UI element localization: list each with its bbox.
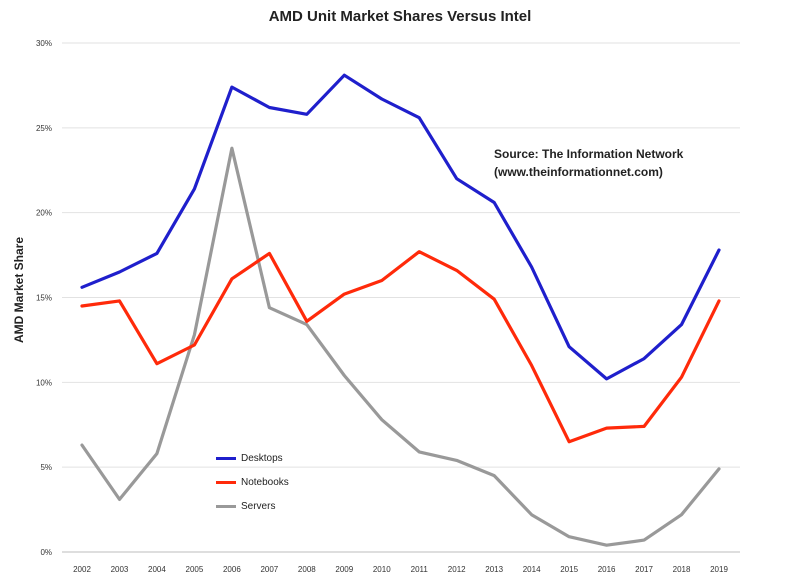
x-tick-label: 2002	[73, 565, 91, 574]
x-tick-labels: 2002 2003 2004 2005 2006 2007 2008 2009 2010 2011…	[73, 565, 728, 574]
y-tick-label: 30%	[36, 39, 52, 48]
y-tick-label: 15%	[36, 294, 52, 303]
x-tick-label: 2019	[710, 565, 728, 574]
series-lines	[80, 73, 721, 547]
y-tick-label: 0%	[40, 548, 52, 557]
chart-title: AMD Unit Market Shares Versus Intel	[268, 8, 532, 25]
x-tick-label: 2018	[673, 565, 691, 574]
y-tick-label: 25%	[36, 124, 52, 133]
x-tick-label: 2016	[598, 565, 616, 574]
x-tick-label: 2009	[335, 565, 353, 574]
gridlines	[62, 42, 740, 553]
x-tick-label: 2004	[148, 565, 166, 574]
source-line-2: (www.theinformationnet.com)	[494, 165, 663, 179]
legend: Desktops Notebooks Servers	[216, 446, 289, 518]
x-tick-label: 2012	[448, 565, 466, 574]
legend-swatch-desktops	[216, 456, 236, 460]
y-axis-label: AMD Market Share	[12, 236, 26, 344]
source-annotation: Source: The Information Network (www.the…	[494, 145, 683, 181]
legend-item-servers: Servers	[216, 494, 289, 518]
x-tick-label: 2011	[411, 565, 429, 574]
y-tick-labels: 0% 5% 10% 15% 20% 25% 30%	[36, 39, 52, 557]
legend-label-notebooks: Notebooks	[241, 476, 289, 488]
y-tick-label: 5%	[40, 463, 52, 472]
legend-swatch-servers	[216, 504, 236, 508]
x-tick-label: 2010	[373, 565, 391, 574]
x-tick-label: 2007	[260, 565, 278, 574]
legend-item-notebooks: Notebooks	[216, 470, 289, 494]
legend-item-desktops: Desktops	[216, 446, 289, 470]
x-tick-label: 2014	[523, 565, 541, 574]
x-tick-label: 2005	[186, 565, 204, 574]
legend-label-desktops: Desktops	[241, 452, 283, 464]
y-tick-label: 20%	[36, 209, 52, 218]
x-tick-label: 2015	[560, 565, 578, 574]
x-tick-label: 2017	[635, 565, 653, 574]
series-line-servers	[80, 146, 721, 547]
x-tick-label: 2003	[111, 565, 129, 574]
series-line-desktops	[80, 73, 721, 381]
x-tick-label: 2006	[223, 565, 241, 574]
x-tick-label: 2013	[485, 565, 503, 574]
y-tick-label: 10%	[36, 378, 52, 387]
x-tick-label: 2008	[298, 565, 316, 574]
source-line-1: Source: The Information Network	[494, 147, 684, 161]
series-line-notebooks	[80, 250, 721, 444]
legend-swatch-notebooks	[216, 480, 236, 484]
legend-label-servers: Servers	[241, 500, 276, 512]
